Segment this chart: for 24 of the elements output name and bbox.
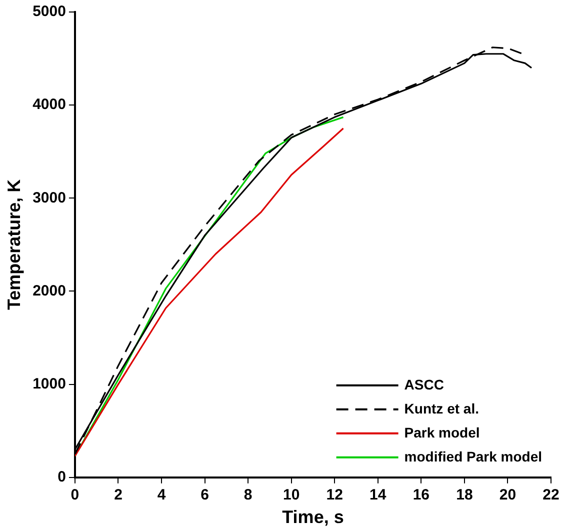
x-tick-label: 22: [542, 486, 560, 504]
y-tick-label: 2000: [32, 282, 66, 300]
y-tick-label: 5000: [32, 3, 66, 20]
legend-label: ASCC: [404, 376, 444, 392]
x-tick-label: 8: [244, 486, 252, 504]
x-axis-title: Time, s: [282, 507, 344, 528]
y-axis-title: Temperature, K: [4, 179, 24, 310]
y-tick-label: 3000: [32, 189, 66, 206]
y-tick-label: 0: [58, 468, 66, 486]
y-tick-label: 4000: [32, 96, 66, 114]
x-tick-label: 10: [283, 486, 300, 504]
x-tick-label: 18: [456, 486, 473, 504]
x-tick-label: 12: [326, 486, 343, 504]
legend-label: modified Park model: [404, 448, 542, 464]
x-tick-label: 14: [370, 486, 387, 504]
x-tick-label: 6: [200, 486, 209, 504]
y-tick-label: 1000: [32, 375, 66, 392]
x-tick-label: 16: [412, 486, 430, 504]
x-tick-label: 0: [70, 486, 80, 504]
legend-label: Park model: [404, 424, 480, 440]
legend-label: Kuntz et al.: [404, 400, 479, 416]
x-tick-label: 4: [157, 486, 166, 504]
x-tick-label: 20: [499, 486, 516, 504]
x-tick-label: 2: [114, 486, 122, 504]
